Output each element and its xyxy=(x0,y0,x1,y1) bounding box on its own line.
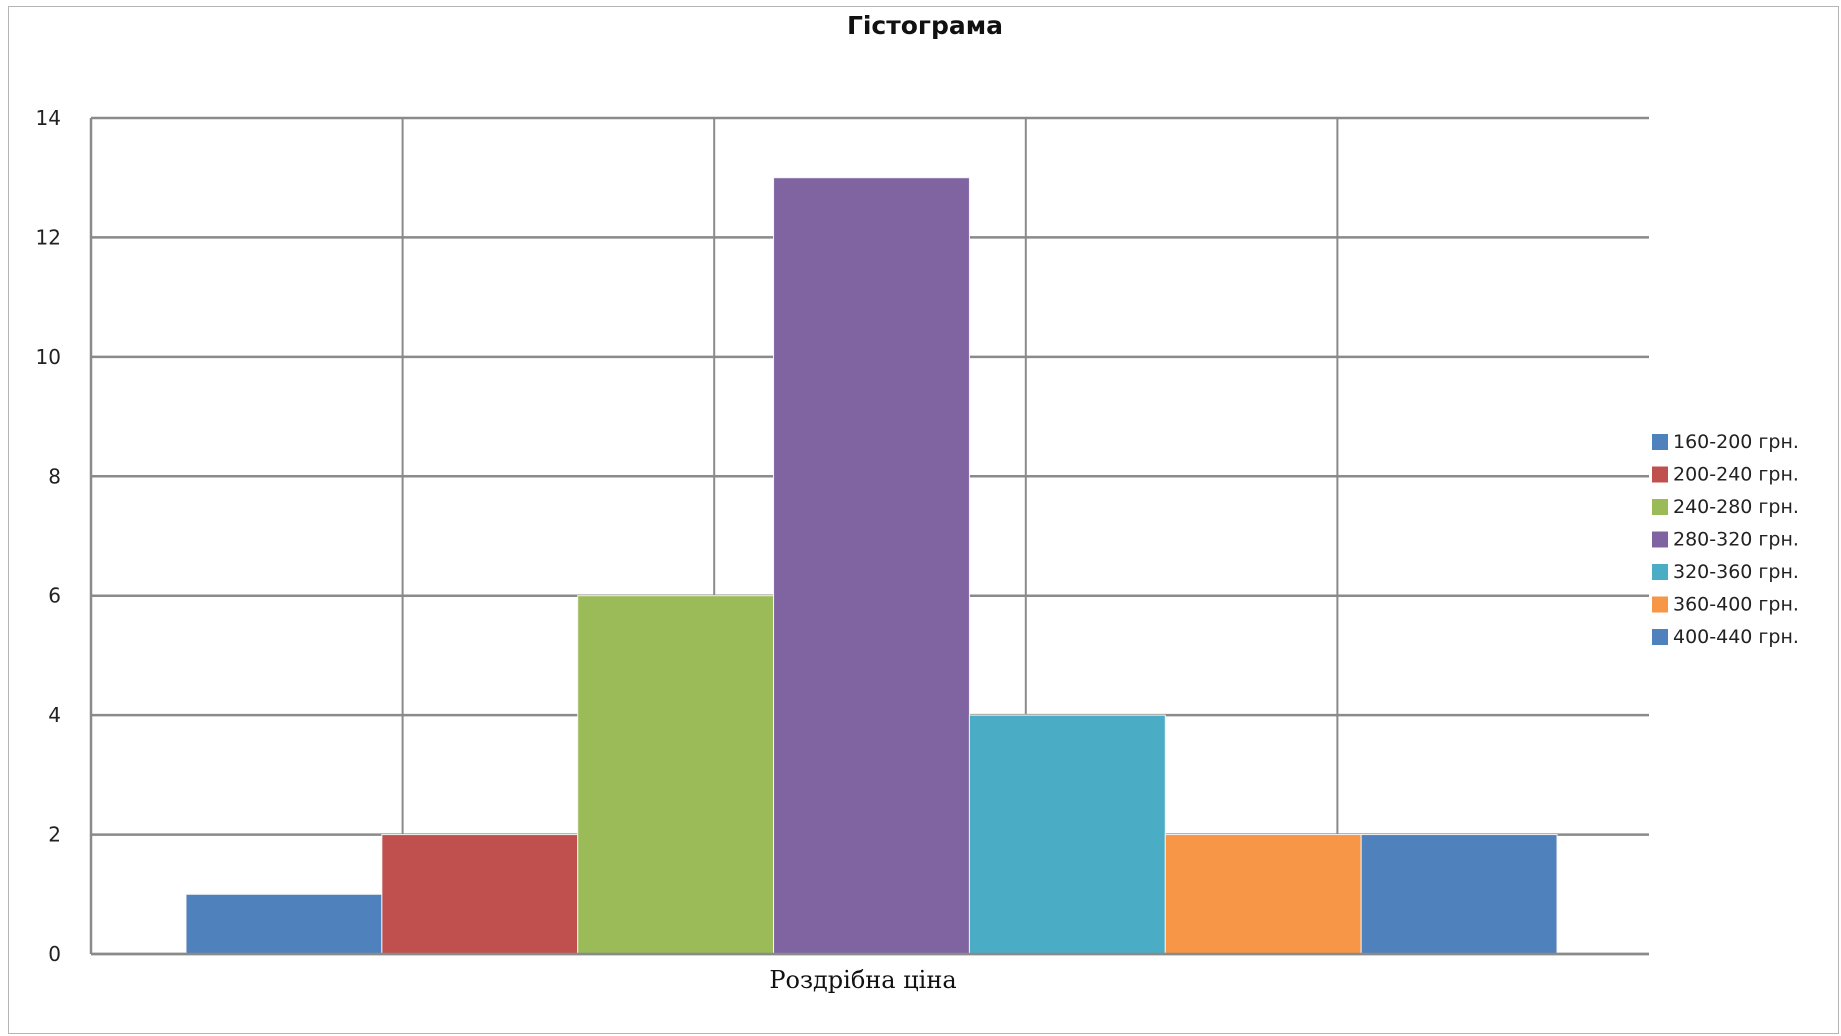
legend-swatch xyxy=(1652,499,1668,515)
chart-frame: Гістограма 0 2 4 6 8 10 12 14 Роздрібна ціна 16… xyxy=(8,6,1839,1034)
legend-entry-label: 320-360 грн. xyxy=(1673,561,1799,583)
bar-1 xyxy=(185,893,383,955)
histogram-chart: Гістограма 0 2 4 6 8 10 12 14 Роздрібна ціна 16… xyxy=(36,11,1799,994)
legend-entry-label: 280-320 грн. xyxy=(1673,529,1799,551)
legend-entry-label: 200-240 грн. xyxy=(1673,464,1799,486)
axes xyxy=(89,118,1649,956)
y-tick-label: 8 xyxy=(48,464,61,488)
legend-entry-label: 400-440 грн. xyxy=(1673,626,1799,648)
legend: 160-200 грн. 200-240 грн. 240-280 грн. 280-… xyxy=(1652,431,1799,648)
legend-swatch xyxy=(1652,629,1668,645)
bar-4 xyxy=(773,177,970,955)
legend-entry-label: 360-400 грн. xyxy=(1673,594,1799,616)
y-tick-label: 12 xyxy=(36,225,61,249)
bar-3 xyxy=(577,595,775,955)
y-axis-tick-labels: 0 2 4 6 8 10 12 14 xyxy=(36,106,61,966)
legend-entry-label: 160-200 грн. xyxy=(1673,431,1799,453)
bar-7 xyxy=(1360,834,1558,955)
bar-5 xyxy=(968,714,1166,955)
y-tick-label: 10 xyxy=(36,345,61,369)
y-tick-label: 0 xyxy=(48,942,61,966)
bars xyxy=(185,177,1558,955)
legend-swatch xyxy=(1652,564,1668,580)
legend-entry-label: 240-280 грн. xyxy=(1673,496,1799,518)
y-tick-label: 14 xyxy=(36,106,61,130)
x-axis-category-label: Роздрібна ціна xyxy=(769,966,956,994)
bar-2 xyxy=(381,834,579,955)
bar-6 xyxy=(1164,834,1362,955)
legend-swatch xyxy=(1652,531,1668,548)
legend-swatch xyxy=(1652,596,1668,613)
y-tick-label: 4 xyxy=(48,703,61,727)
legend-swatch xyxy=(1652,434,1668,450)
y-tick-label: 6 xyxy=(48,584,61,608)
y-tick-label: 2 xyxy=(48,823,61,847)
chart-title: Гістограма xyxy=(847,11,1003,40)
legend-swatch xyxy=(1652,466,1668,483)
